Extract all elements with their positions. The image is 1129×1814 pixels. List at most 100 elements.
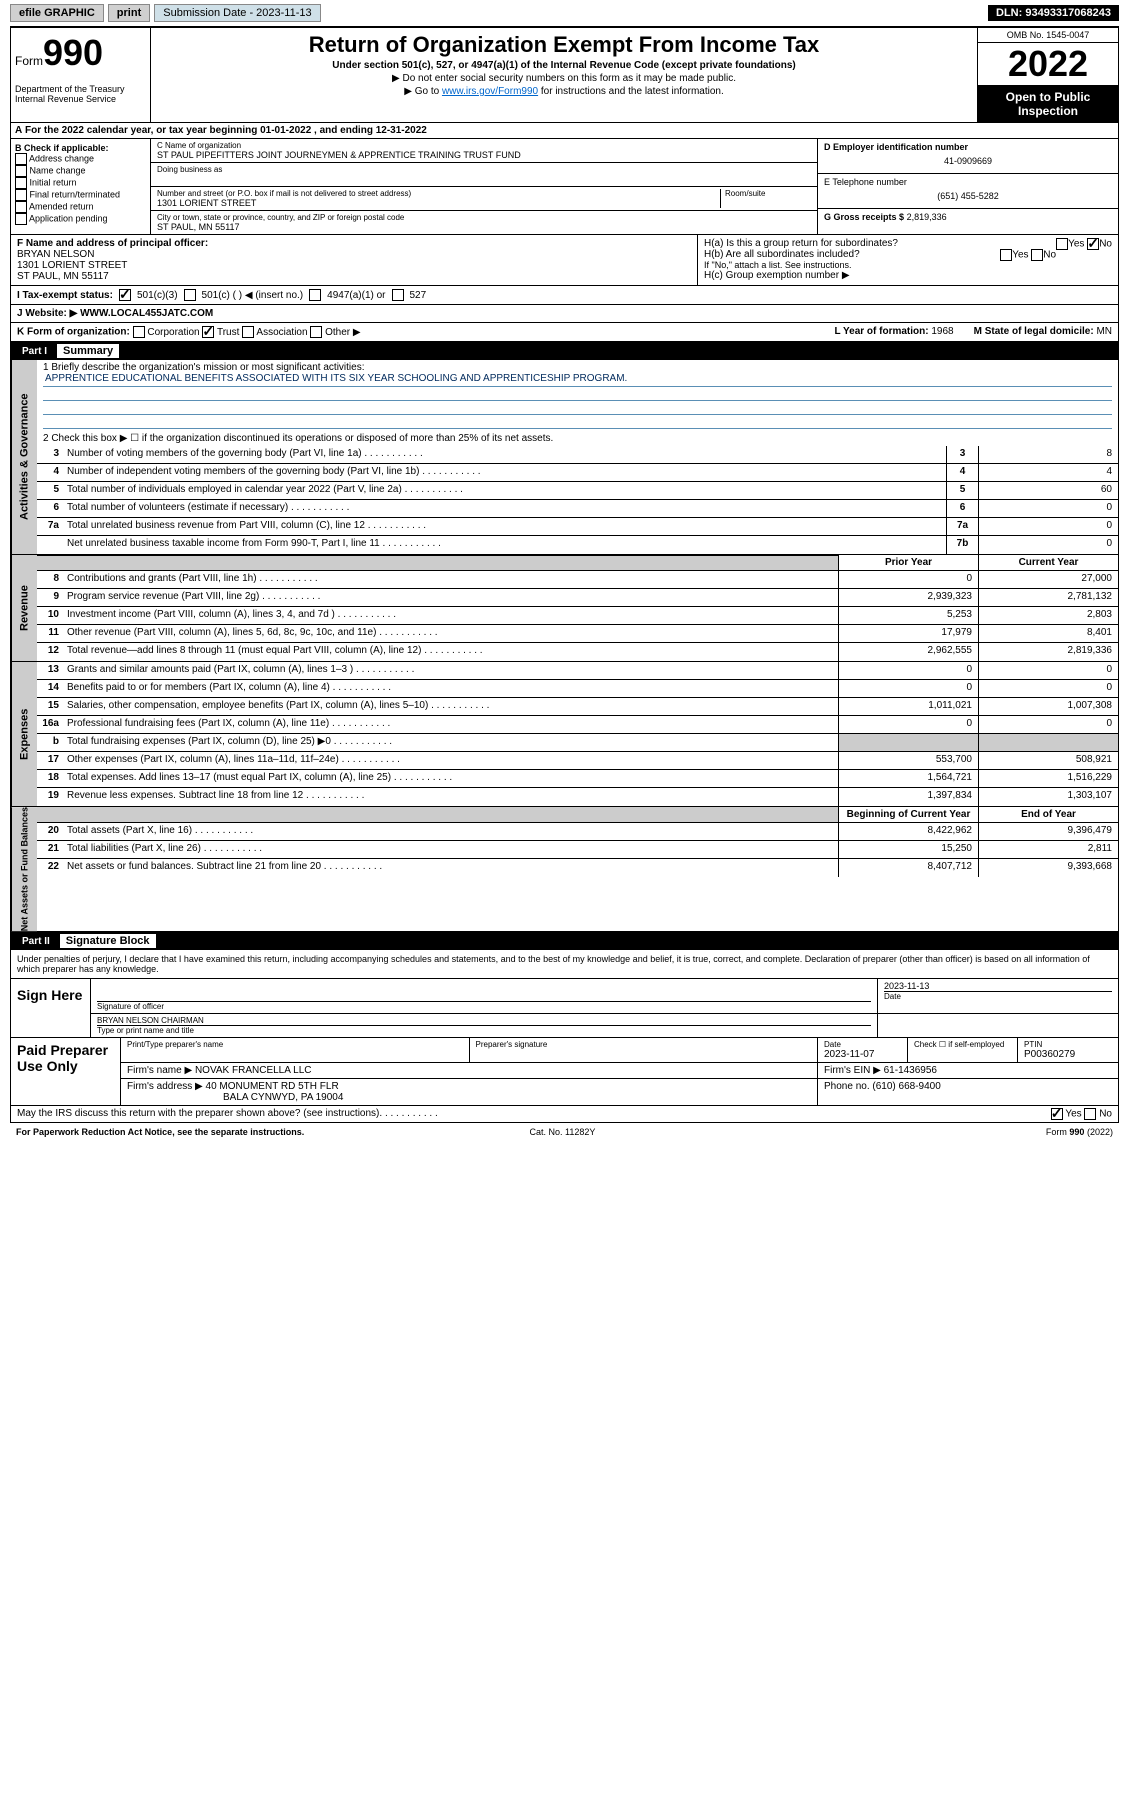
firm-phone-lbl: Phone no. — [824, 1081, 870, 1092]
hb-note: If "No," attach a list. See instructions… — [704, 260, 1112, 270]
line-j-website: J Website: ▶ WWW.LOCAL455JATC.COM — [10, 305, 1119, 323]
sig-date-label: Date — [884, 991, 1112, 1001]
firm-addr1: 40 MONUMENT RD 5TH FLR — [206, 1081, 339, 1092]
summary-line: 20Total assets (Part X, line 16)8,422,96… — [37, 823, 1118, 841]
top-toolbar: efile GRAPHIC print Submission Date - 20… — [10, 4, 1119, 22]
typed-name-label: Type or print name and title — [97, 1025, 871, 1035]
sig-declaration: Under penalties of perjury, I declare th… — [10, 950, 1119, 979]
officer-addr1: 1301 LORIENT STREET — [17, 260, 691, 271]
form-number: Form990 — [15, 32, 146, 74]
summary-line: 19Revenue less expenses. Subtract line 1… — [37, 788, 1118, 806]
discuss-line: May the IRS discuss this return with the… — [10, 1106, 1119, 1123]
summary-line: 18Total expenses. Add lines 13–17 (must … — [37, 770, 1118, 788]
prior-year-hdr: Prior Year — [838, 555, 978, 570]
current-year-hdr: Current Year — [978, 555, 1118, 570]
tax-year: 2022 — [978, 43, 1118, 86]
page-footer: For Paperwork Reduction Act Notice, see … — [10, 1123, 1119, 1141]
summary-line: 15Salaries, other compensation, employee… — [37, 698, 1118, 716]
colb-item: Name change — [15, 165, 146, 177]
summary-line: 22Net assets or fund balances. Subtract … — [37, 859, 1118, 877]
summary-line: bTotal fundraising expenses (Part IX, co… — [37, 734, 1118, 752]
prep-selfemp: Check ☐ if self-employed — [908, 1038, 1018, 1062]
efile-button[interactable]: efile GRAPHIC — [10, 4, 104, 22]
f-label: F Name and address of principal officer: — [17, 238, 208, 249]
chk-501c[interactable] — [184, 289, 196, 301]
officer-name: BRYAN NELSON — [17, 249, 691, 260]
summary-line: 13Grants and similar amounts paid (Part … — [37, 662, 1118, 680]
firm-ein: 61-1436956 — [884, 1065, 937, 1076]
ptin-hdr: PTIN — [1024, 1040, 1112, 1049]
chk-527[interactable] — [392, 289, 404, 301]
info-block: B Check if applicable: Address change Na… — [10, 139, 1119, 235]
summary-line: 10Investment income (Part VIII, column (… — [37, 607, 1118, 625]
omb-number: OMB No. 1545-0047 — [978, 28, 1118, 43]
open-to-public: Open to Public Inspection — [978, 86, 1118, 122]
discuss-no[interactable] — [1084, 1108, 1096, 1120]
summary-line: 21Total liabilities (Part X, line 26)15,… — [37, 841, 1118, 859]
mission-text: APPRENTICE EDUCATIONAL BENEFITS ASSOCIAT… — [43, 373, 1112, 387]
form-title: Return of Organization Exempt From Incom… — [155, 32, 973, 58]
colb-item: Application pending — [15, 213, 146, 225]
vlabel-activities: Activities & Governance — [11, 360, 37, 554]
prep-name-hdr: Print/Type preparer's name — [127, 1040, 463, 1049]
summary-line: 4Number of independent voting members of… — [37, 464, 1118, 482]
submission-date: Submission Date - 2023-11-13 — [154, 4, 320, 22]
bbal-hdr: Beginning of Current Year — [838, 807, 978, 822]
sig-officer-label: Signature of officer — [97, 1001, 871, 1011]
officer-typed-name: BRYAN NELSON CHAIRMAN — [97, 1016, 871, 1025]
ey-hdr: End of Year — [978, 807, 1118, 822]
g-gross-label: G Gross receipts $ — [824, 212, 904, 222]
mission-label: 1 Briefly describe the organization's mi… — [43, 362, 1112, 373]
chk-501c3[interactable] — [119, 289, 131, 301]
ptin-val: P00360279 — [1024, 1049, 1112, 1060]
firm-name: NOVAK FRANCELLA LLC — [195, 1065, 312, 1076]
form-subtitle-3: ▶ Go to www.irs.gov/Form990 for instruct… — [155, 86, 973, 97]
gross-receipts: 2,819,336 — [907, 212, 947, 222]
prep-date-hdr: Date — [824, 1040, 901, 1049]
part1-header: Part I Summary — [10, 342, 1119, 360]
summary-line: 11Other revenue (Part VIII, column (A), … — [37, 625, 1118, 643]
colb-item: Final return/terminated — [15, 189, 146, 201]
e-phone-label: E Telephone number — [824, 177, 1112, 187]
summary-line: 3Number of voting members of the governi… — [37, 446, 1118, 464]
firm-addr-lbl: Firm's address ▶ — [127, 1081, 203, 1092]
prep-date: 2023-11-07 — [824, 1049, 901, 1060]
vlabel-revenue: Revenue — [11, 555, 37, 661]
form-header: Form990 Department of the Treasury Inter… — [10, 26, 1119, 123]
phone-value: (651) 455-5282 — [824, 187, 1112, 205]
colb-item: Initial return — [15, 177, 146, 189]
line-2: 2 Check this box ▶ ☐ if the organization… — [37, 431, 1118, 446]
discuss-yes[interactable] — [1051, 1108, 1063, 1120]
org-address: 1301 LORIENT STREET — [157, 198, 720, 208]
line-i-status: I Tax-exempt status: 501(c)(3) 501(c) ( … — [10, 286, 1119, 305]
city-label: City or town, state or province, country… — [157, 213, 811, 222]
firm-phone: (610) 668-9400 — [872, 1081, 940, 1092]
hc-label: H(c) Group exemption number ▶ — [704, 270, 1112, 281]
vlabel-netassets: Net Assets or Fund Balances — [11, 807, 37, 931]
summary-line: 16aProfessional fundraising fees (Part I… — [37, 716, 1118, 734]
summary-line: 6Total number of volunteers (estimate if… — [37, 500, 1118, 518]
colb-item: Address change — [15, 153, 146, 165]
colb-item: Amended return — [15, 201, 146, 213]
addr-label: Number and street (or P.O. box if mail i… — [157, 189, 720, 198]
vlabel-expenses: Expenses — [11, 662, 37, 806]
suite-label: Room/suite — [725, 189, 811, 198]
summary-line: 5Total number of individuals employed in… — [37, 482, 1118, 500]
instructions-link[interactable]: www.irs.gov/Form990 — [442, 86, 538, 97]
print-button[interactable]: print — [108, 4, 150, 22]
firm-ein-lbl: Firm's EIN ▶ — [824, 1065, 881, 1076]
prep-sig-hdr: Preparer's signature — [476, 1040, 812, 1049]
form-subtitle-2: ▶ Do not enter social security numbers o… — [155, 73, 973, 84]
sig-date: 2023-11-13 — [884, 981, 1112, 991]
chk-4947[interactable] — [309, 289, 321, 301]
paid-preparer-label: Paid Preparer Use Only — [11, 1038, 121, 1105]
summary-line: 17Other expenses (Part IX, column (A), l… — [37, 752, 1118, 770]
expenses-section: Expenses 13Grants and similar amounts pa… — [10, 662, 1119, 807]
form-subtitle-1: Under section 501(c), 527, or 4947(a)(1)… — [155, 60, 973, 71]
firm-name-lbl: Firm's name ▶ — [127, 1065, 192, 1076]
net-assets-section: Net Assets or Fund Balances Beginning of… — [10, 807, 1119, 932]
dept-label: Department of the Treasury Internal Reve… — [15, 84, 146, 104]
line-k-form: K Form of organization: Corporation Trus… — [10, 323, 1119, 342]
org-city: ST PAUL, MN 55117 — [157, 222, 811, 232]
d-ein-label: D Employer identification number — [824, 142, 1112, 152]
